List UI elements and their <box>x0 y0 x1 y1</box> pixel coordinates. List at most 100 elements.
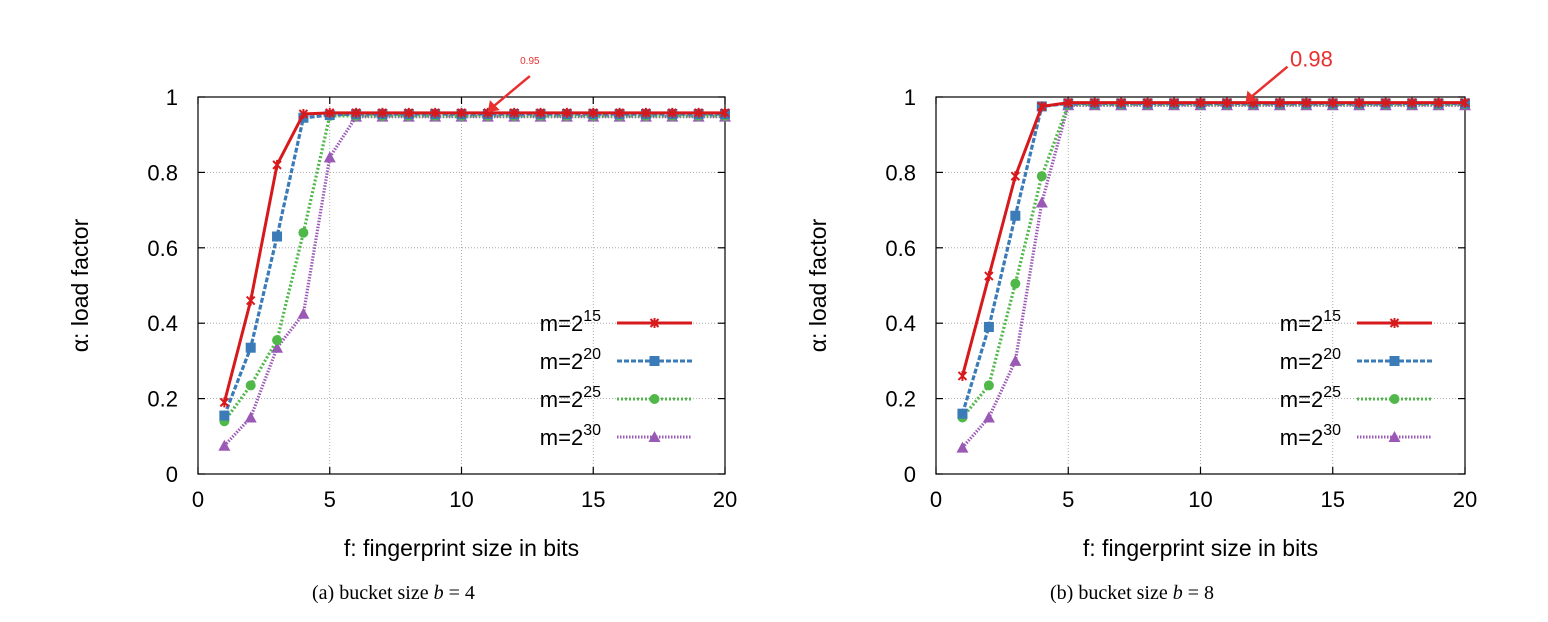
x-tick-label: 5 <box>1062 487 1074 512</box>
data-point <box>1035 196 1048 208</box>
y-tick-label: 0.8 <box>885 160 916 185</box>
x-tick-label: 5 <box>324 487 336 512</box>
caption-a-var: b <box>433 582 444 604</box>
y-tick-label: 0.4 <box>885 311 916 336</box>
y-tick-label: 0 <box>166 462 178 487</box>
data-point <box>984 271 994 282</box>
series-m2-15 <box>957 97 1470 381</box>
data-point <box>323 151 336 163</box>
series-m2-20 <box>219 108 730 421</box>
series-line <box>223 115 725 447</box>
y-tick-label: 0.6 <box>885 236 916 261</box>
caption-b: (b) bucket size b = 8 <box>1050 582 1214 605</box>
data-point <box>1433 97 1444 108</box>
x-tick-label: 10 <box>449 487 473 512</box>
series-line <box>223 114 725 423</box>
legend-label: m=215 <box>540 308 601 336</box>
grid <box>936 97 1465 474</box>
data-point <box>667 107 678 118</box>
y-tick-label: 1 <box>166 85 178 110</box>
caption-a-suffix: = 4 <box>443 582 475 604</box>
data-point <box>614 107 625 118</box>
x-axis-label: f: fingerprint size in bits <box>344 535 579 561</box>
data-point <box>720 107 730 118</box>
data-point <box>297 307 310 319</box>
data-point <box>1460 97 1470 108</box>
legend: m=215 m=220 m=225 m=230 <box>540 308 692 450</box>
data-point <box>218 439 231 451</box>
data-point <box>983 380 994 391</box>
series-line <box>222 111 725 403</box>
y-tick-label: 0.4 <box>147 311 178 336</box>
legend-marker <box>648 431 661 442</box>
legend-label: m=220 <box>540 346 601 374</box>
data-point <box>456 107 467 118</box>
data-point <box>1036 171 1047 182</box>
data-point <box>404 107 414 118</box>
caption-b-suffix: = 8 <box>1182 582 1215 604</box>
x-tick-label: 0 <box>930 487 942 512</box>
data-point <box>509 107 519 118</box>
chart-a: 0 5 10 15 20 0 0.2 0.4 0.6 0.8 1 f: fingerprint siz… <box>67 56 737 561</box>
y-tick-label: 1 <box>904 85 916 110</box>
data-point <box>245 295 256 306</box>
data-point <box>219 410 230 421</box>
data-point <box>957 408 968 419</box>
data-point <box>272 335 283 346</box>
x-tick-label: 20 <box>1453 487 1477 512</box>
legend-label: m=225 <box>1280 384 1341 412</box>
data-point <box>298 227 309 238</box>
data-point <box>982 411 995 423</box>
annotation-arrowhead <box>1245 90 1258 103</box>
legend-marker <box>1389 356 1400 366</box>
data-point <box>1195 97 1206 108</box>
data-point <box>1169 97 1179 108</box>
legend-marker <box>649 394 660 404</box>
grid <box>198 97 725 474</box>
caption-b-var: b <box>1172 582 1183 604</box>
x-tick-label: 0 <box>192 487 204 512</box>
series-line <box>961 103 1465 449</box>
legend-label: m=230 <box>540 422 601 450</box>
data-point <box>1354 97 1364 108</box>
y-tick-label: 0.8 <box>147 160 178 185</box>
legend-marker <box>649 318 660 328</box>
annotation-label: 0.95 <box>520 56 540 67</box>
annotation-arrowhead <box>487 100 500 113</box>
x-axis-label: f: fingerprint size in bits <box>1083 535 1318 561</box>
data-point <box>1010 171 1021 182</box>
data-point <box>1063 97 1073 108</box>
legend: m=215 m=220 m=225 m=230 <box>1280 308 1432 450</box>
data-point <box>1275 97 1285 108</box>
x-tick-label: 15 <box>581 487 605 512</box>
data-point <box>983 321 994 332</box>
data-point <box>1328 97 1338 108</box>
data-point <box>1407 97 1417 108</box>
data-point <box>1380 97 1391 108</box>
x-tick-label: 15 <box>1321 487 1345 512</box>
series-m2-25 <box>957 99 1470 423</box>
data-point <box>272 231 283 242</box>
data-point <box>956 441 969 453</box>
caption-a-prefix: (a) bucket size <box>312 582 434 604</box>
y-axis-label: α: load factor <box>805 218 831 352</box>
y-axis-label: α: load factor <box>67 218 93 352</box>
data-point <box>298 108 309 119</box>
data-point <box>272 159 282 170</box>
legend-label: m=230 <box>1280 422 1341 450</box>
legend-label: m=225 <box>540 384 601 412</box>
legend-marker <box>1389 394 1400 404</box>
data-point <box>377 107 388 118</box>
caption-b-prefix: (b) bucket size <box>1050 582 1173 604</box>
x-tick-label: 10 <box>1188 487 1212 512</box>
caption-a: (a) bucket size b = 4 <box>312 582 475 605</box>
data-point <box>1010 210 1021 221</box>
legend-marker <box>649 356 660 366</box>
data-point <box>1089 97 1100 108</box>
data-point <box>1142 97 1153 108</box>
plot-frame <box>197 96 726 475</box>
data-point <box>1009 354 1022 366</box>
data-point <box>535 107 546 118</box>
annotation-arrow <box>493 75 531 108</box>
